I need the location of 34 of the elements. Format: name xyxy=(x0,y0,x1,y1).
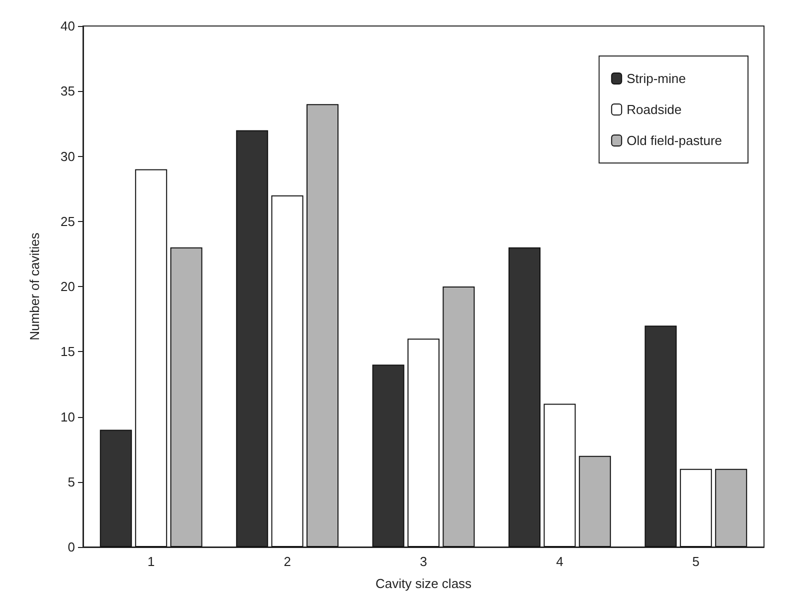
y-tick-label: 0 xyxy=(68,540,75,554)
bar xyxy=(236,130,268,547)
bar xyxy=(715,468,748,547)
x-axis-title: Cavity size class xyxy=(375,576,472,591)
bar xyxy=(372,364,404,547)
y-tick-label: 40 xyxy=(60,18,75,34)
x-tick-label: 5 xyxy=(692,554,700,569)
y-tick-label: 20 xyxy=(60,279,75,294)
legend-label: Strip-mine xyxy=(626,71,686,86)
bar xyxy=(271,195,304,547)
y-axis-title: Number of cavities xyxy=(27,232,42,340)
bar xyxy=(680,468,712,547)
bar xyxy=(508,247,540,547)
bar xyxy=(306,104,338,547)
x-tick-label: 4 xyxy=(556,554,564,569)
bar xyxy=(135,169,168,547)
bar xyxy=(544,404,576,547)
legend-label: Old field-pasture xyxy=(626,133,722,148)
bar xyxy=(408,338,440,547)
bar xyxy=(442,286,475,547)
bar xyxy=(578,456,611,547)
y-tick-label: 25 xyxy=(60,214,75,229)
y-tick-label: 30 xyxy=(60,148,75,164)
x-tick-label: 3 xyxy=(420,554,428,569)
y-tick-label: 5 xyxy=(68,474,75,490)
bar xyxy=(100,430,132,547)
bar xyxy=(170,247,202,547)
legend-label: Roadside xyxy=(626,102,682,117)
y-tick-label: 10 xyxy=(60,409,75,424)
bar xyxy=(644,326,677,547)
x-tick-label: 1 xyxy=(147,554,155,569)
y-tick-label: 35 xyxy=(60,84,75,99)
x-tick-label: 2 xyxy=(284,554,291,569)
y-tick-label: 15 xyxy=(60,344,75,360)
